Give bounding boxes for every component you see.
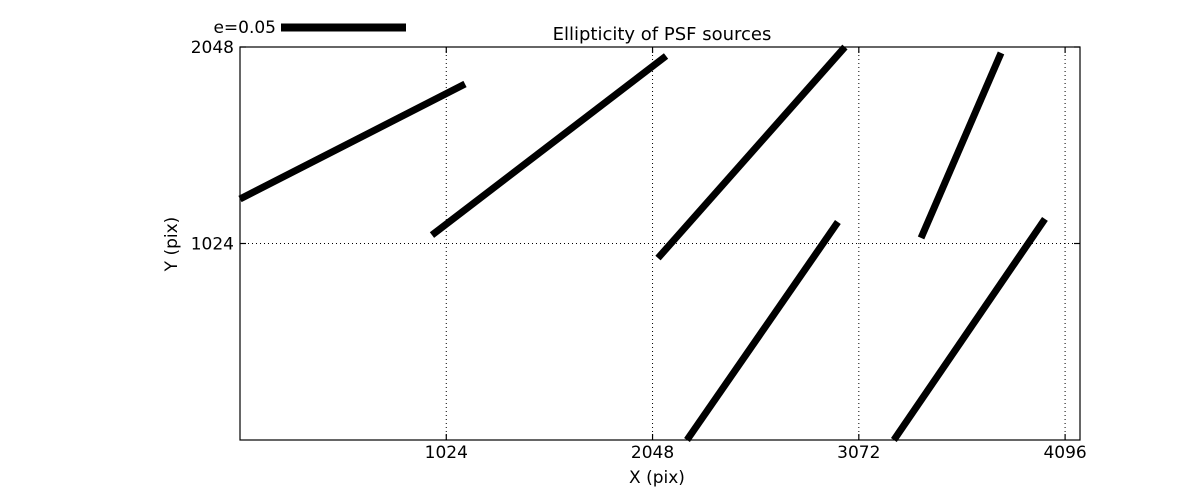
x-tick-label-1024: 1024 bbox=[425, 443, 468, 463]
ellipticity-whiskers bbox=[238, 44, 1048, 442]
x-tick-label-2048: 2048 bbox=[631, 443, 674, 463]
gridlines bbox=[240, 46, 1080, 440]
x-axis-label: X (pix) bbox=[629, 468, 685, 488]
whisker-segment-3 bbox=[655, 44, 848, 261]
legend-label: e=0.05 bbox=[213, 18, 276, 38]
chart-title: Ellipticity of PSF sources bbox=[553, 24, 772, 45]
whisker-segment-5 bbox=[684, 220, 841, 442]
axis-ticks bbox=[240, 46, 1080, 440]
whisker-segment-2 bbox=[429, 53, 669, 238]
tick-labels: 1024 2048 3072 4096 1024 2048 bbox=[191, 38, 1087, 463]
whisker-segment-4 bbox=[917, 51, 1005, 240]
x-tick-label-4096: 4096 bbox=[1043, 443, 1086, 463]
whisker-segment-6 bbox=[890, 216, 1048, 442]
y-tick-label-1024: 1024 bbox=[191, 235, 234, 255]
y-axis-label: Y (pix) bbox=[162, 217, 182, 273]
x-tick-label-3072: 3072 bbox=[837, 443, 880, 463]
y-tick-label-2048: 2048 bbox=[191, 38, 234, 58]
whisker-segment-1 bbox=[238, 80, 467, 203]
